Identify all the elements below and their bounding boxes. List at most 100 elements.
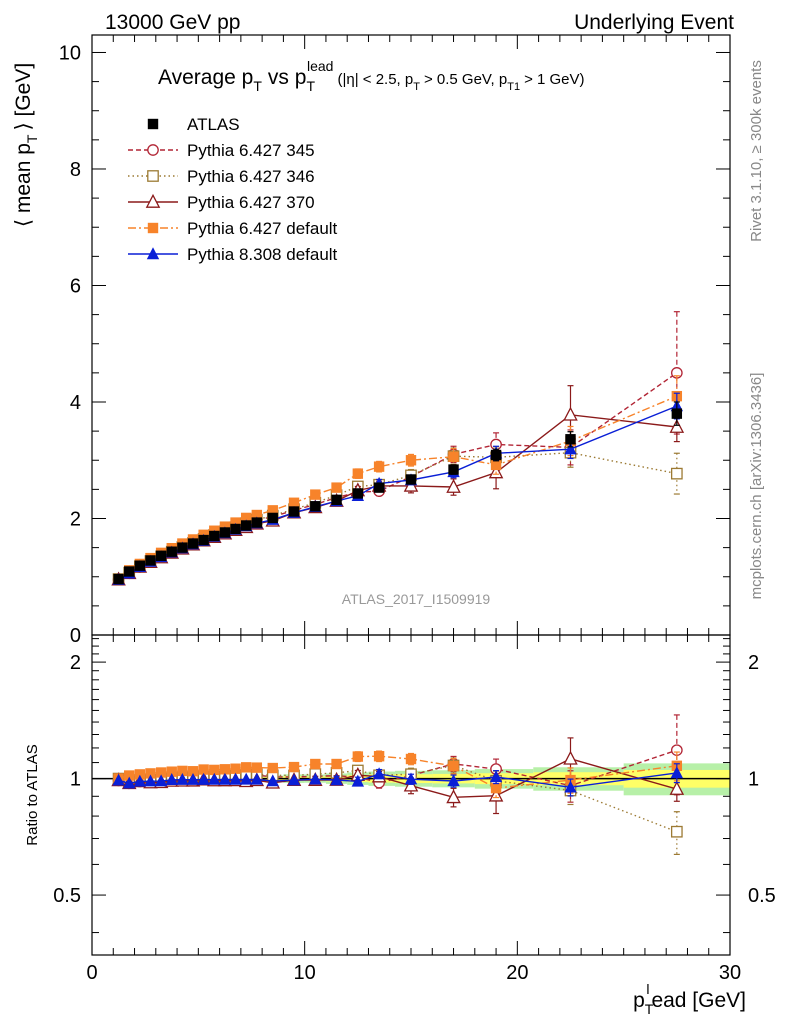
ratio-point-py6def [352,751,364,762]
point-atlas [198,534,209,546]
legend-label-py346: Pythia 6.427 346 [187,167,315,186]
ratio-point-py8def [112,773,125,786]
point-atlas [134,560,146,571]
ratio-point-py6def [145,768,156,779]
point-atlas [490,449,502,461]
ratio-point-py370 [446,789,461,804]
y-tick-label-ratio-right: 0.5 [748,885,776,907]
ratio-point-py8def [670,766,684,779]
point-atlas [251,517,263,528]
analysis-id: ATLAS_2017_I1509919 [342,591,491,607]
legend-marker-py370 [145,193,161,208]
legend-marker-py345 [147,144,159,156]
ratio-point-py8def [186,772,200,785]
legend-label-py6def: Pythia 6.427 default [187,219,338,238]
ratio-panel-series [111,714,685,856]
point-atlas [331,494,342,506]
x-axis-label: pTlead [GeV] [633,981,746,1017]
legend-marker-py6def [147,222,159,234]
y-axis-label-ratio: Ratio to ATLAS [24,744,41,845]
ratio-point-py370 [669,780,685,795]
point-atlas [565,434,576,445]
ratio-point-py6def [267,762,278,774]
header-left: 13000 GeV pp [105,11,240,34]
point-atlas [240,520,252,531]
ratio-point-py8def [176,773,189,785]
series-atlas [113,401,683,585]
ratio-point-py346 [670,825,683,838]
point-py6def [490,459,502,471]
y-tick-label-main: 0 [70,625,81,647]
ratio-point-py6def [490,782,502,794]
legend-marker-py346 [147,170,159,182]
ratio-point-py8def [154,774,168,787]
ratio-point-py8def [208,772,221,785]
point-atlas [267,512,278,524]
point-atlas [219,527,231,538]
rivet-label: Rivet 3.1.10, ≥ 300k events [748,60,765,242]
x-tick-label: 10 [294,962,316,984]
legend-label-py8def: Pythia 8.308 default [187,245,338,264]
header-right: Underlying Event [574,11,734,34]
point-atlas [671,408,683,419]
y-tick-label-main: 4 [70,392,81,414]
ratio-point-py6def [187,766,199,777]
legend-marker-py8def [146,247,160,260]
point-atlas [352,488,364,499]
ratio-point-py6def [288,761,300,773]
point-atlas [155,550,167,561]
ratio-point-py6def [209,764,220,776]
ratio-series-py8def [112,763,684,797]
y-tick-label-ratio: 1 [70,769,81,791]
ratio-point-py8def [309,772,322,785]
point-atlas [448,464,459,475]
ratio-point-py8def [266,774,279,787]
legend-marker-atlas [147,118,159,130]
ratio-point-py6def [124,770,135,781]
ratio-point-py8def [123,776,136,789]
point-atlas [230,523,241,535]
ratio-point-py8def [144,774,157,787]
ratio-point-py6def [219,764,231,775]
ratio-point-py8def [165,773,178,785]
point-py6def [251,509,263,521]
y-tick-label-ratio-right: 1 [748,769,759,791]
ratio-point-py6def [240,762,252,773]
ratio-point-py8def [250,772,264,785]
point-py6def [373,461,385,472]
ratio-point-py6def [166,766,177,777]
point-py6def [267,505,278,516]
point-atlas [124,566,135,577]
point-py6def [230,517,241,528]
ratio-point-py6def [310,758,321,770]
point-py8def [564,442,577,455]
legend-label-atlas: ATLAS [187,115,240,134]
point-py6def [448,451,459,462]
y-tick-label-main: 8 [70,159,81,181]
ratio-point-py6def [373,751,385,762]
plot-title: Average pT vs pTlead(|η| < 2.5, pT > 0.5 G… [158,58,585,94]
point-atlas [209,530,220,542]
axes: 0 10 20 30 0 2 4 6 8 10 0.5 0.5 1 1 2 2 [53,35,776,984]
y-tick-label-ratio-right: 2 [748,652,759,674]
y-tick-label-main: 10 [59,42,81,64]
ratio-point-py6def [230,763,241,774]
point-atlas [405,474,417,485]
x-tick-label: 20 [506,962,528,984]
ratio-point-py8def [133,774,147,787]
y-axis-label-main: ⟨ mean pT⟩ [GeV] [12,63,40,227]
point-py346 [670,467,683,480]
y-tick-label-main: 2 [70,508,81,530]
legend-label-py345: Pythia 6.427 345 [187,141,315,160]
point-py370 [563,406,578,421]
ratio-series-py6def [113,750,683,799]
point-atlas [145,555,156,566]
x-tick-label: 0 [86,962,97,984]
point-atlas [373,482,385,493]
y-tick-label-main: 6 [70,275,81,297]
point-py370 [446,478,461,493]
ratio-point-py8def [287,773,301,786]
mcplots-label: mcplots.cern.ch [arXiv:1306.3436] [748,373,765,600]
x-tick-label: 30 [719,962,741,984]
